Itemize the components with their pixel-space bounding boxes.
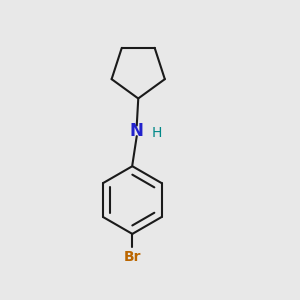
Text: N: N [130, 122, 144, 140]
Text: Br: Br [124, 250, 141, 264]
Text: H: H [152, 126, 162, 140]
